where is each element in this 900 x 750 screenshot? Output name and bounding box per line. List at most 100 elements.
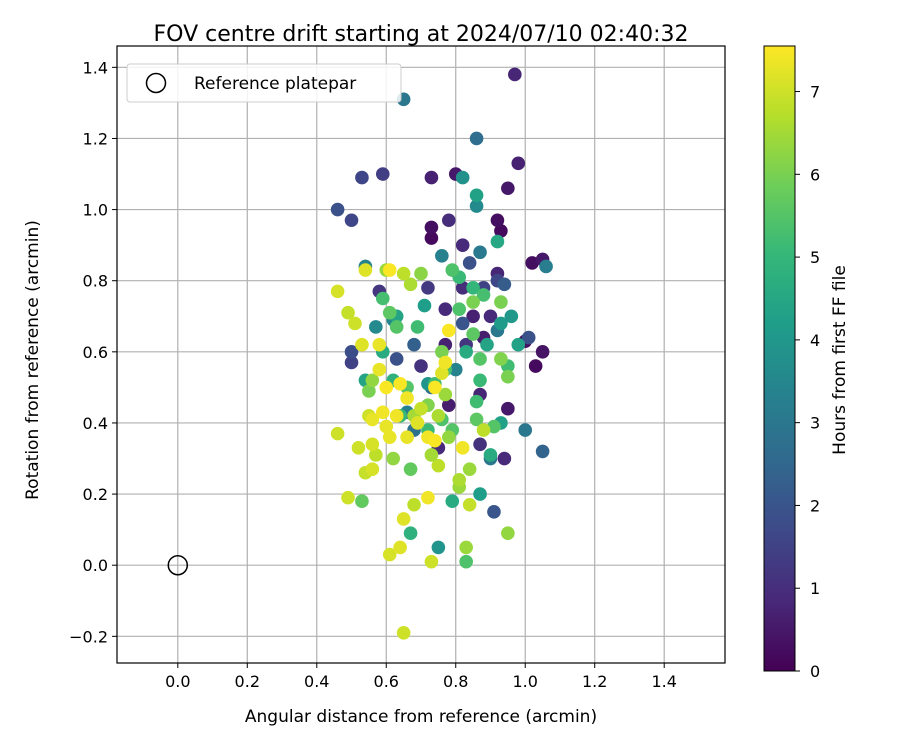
y-tick-label: 1.0 [83, 201, 108, 220]
data-point [441, 213, 456, 228]
data-point [473, 245, 487, 260]
data-point [476, 288, 491, 302]
y-tick-label: 1.2 [83, 129, 108, 148]
chart-title: FOV centre drift starting at 2024/07/10 … [154, 22, 689, 47]
data-point [344, 345, 359, 359]
data-point [396, 625, 411, 640]
y-tick-label: 0.8 [83, 272, 108, 291]
scatter-points [330, 67, 553, 640]
data-point [469, 131, 484, 146]
data-point [369, 320, 383, 334]
data-point [441, 430, 456, 444]
data-point [466, 327, 480, 341]
data-point [435, 345, 449, 359]
data-point [455, 316, 470, 331]
legend-reference-marker [145, 72, 167, 94]
colorbar-tick-label: 5 [810, 248, 820, 267]
data-point [424, 448, 439, 462]
data-point [403, 277, 418, 292]
data-point [518, 423, 533, 437]
data-point [476, 423, 491, 437]
data-point [372, 337, 387, 352]
data-point [389, 320, 404, 334]
data-point [459, 345, 473, 359]
x-tick-label: 0.0 [165, 672, 190, 691]
data-point [431, 409, 446, 423]
data-point [424, 231, 439, 245]
data-point [438, 302, 453, 316]
y-axis-label: Rotation from reference (arcmin) [23, 220, 43, 500]
data-point [435, 249, 449, 263]
data-point [414, 266, 428, 281]
data-point [452, 302, 467, 316]
data-point [358, 263, 373, 277]
legend-box [126, 63, 402, 103]
data-point [355, 170, 369, 185]
data-point [445, 494, 460, 508]
data-point [382, 263, 397, 277]
data-point [379, 419, 394, 434]
data-point [369, 448, 383, 462]
data-point [473, 373, 487, 388]
data-point [393, 377, 407, 391]
data-point [459, 554, 473, 569]
data-point [330, 202, 345, 217]
data-point [424, 220, 439, 235]
data-point [348, 316, 362, 331]
data-point [389, 352, 404, 366]
data-point [490, 213, 505, 228]
data-point [539, 259, 553, 274]
data-point [330, 426, 345, 441]
data-point [330, 284, 345, 299]
data-point [396, 266, 411, 281]
data-point [341, 305, 355, 320]
x-tick-label: 1.0 [513, 672, 538, 691]
x-axis-ticks: 0.0 0.2 0.4 0.6 0.8 1.0 1.2 1.4 [165, 663, 677, 691]
data-point [355, 494, 369, 508]
x-tick-label: 0.6 [374, 672, 399, 691]
data-point [428, 433, 442, 448]
data-point [424, 554, 439, 569]
plot-frame [116, 45, 726, 664]
data-point [438, 355, 453, 370]
x-tick-label: 0.8 [443, 672, 468, 691]
colorbar-ticks: 0 1 2 3 4 5 6 7 [795, 83, 820, 681]
x-axis-label: Angular distance from reference (arcmin) [245, 707, 597, 727]
data-point [445, 263, 460, 277]
data-point [535, 345, 550, 359]
data-point [410, 416, 425, 430]
legend-entry-reference-platepar: Reference platepar [194, 74, 356, 94]
data-point [469, 412, 484, 427]
data-point [375, 405, 390, 420]
data-point [351, 441, 366, 455]
data-point [428, 380, 442, 395]
data-point [403, 526, 418, 540]
data-point [494, 224, 508, 238]
data-point [469, 199, 484, 213]
data-point [452, 473, 467, 487]
data-point [462, 462, 477, 476]
data-point [462, 497, 477, 512]
data-point [386, 451, 401, 466]
data-point [400, 430, 414, 444]
data-point [501, 526, 515, 540]
grid [117, 46, 725, 663]
colorbar-tick-label: 7 [810, 83, 820, 102]
data-point [511, 337, 526, 352]
data-point [407, 497, 421, 512]
data-point [355, 337, 369, 352]
x-tick-label: 0.4 [304, 672, 329, 691]
data-point [421, 490, 435, 505]
data-point [344, 355, 359, 370]
y-tick-label: −0.2 [69, 627, 108, 646]
data-point [501, 181, 515, 196]
data-point [424, 170, 439, 185]
data-point [448, 362, 463, 377]
data-point [487, 505, 501, 519]
data-point [389, 409, 404, 423]
x-tick-label: 1.2 [582, 672, 607, 691]
data-point [483, 309, 498, 324]
reference-platepar-marker [167, 554, 189, 576]
data-point [403, 462, 418, 476]
